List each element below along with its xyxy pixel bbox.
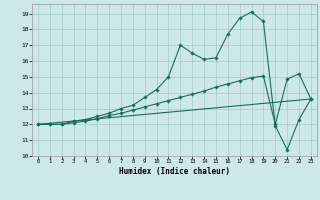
X-axis label: Humidex (Indice chaleur): Humidex (Indice chaleur) xyxy=(119,167,230,176)
